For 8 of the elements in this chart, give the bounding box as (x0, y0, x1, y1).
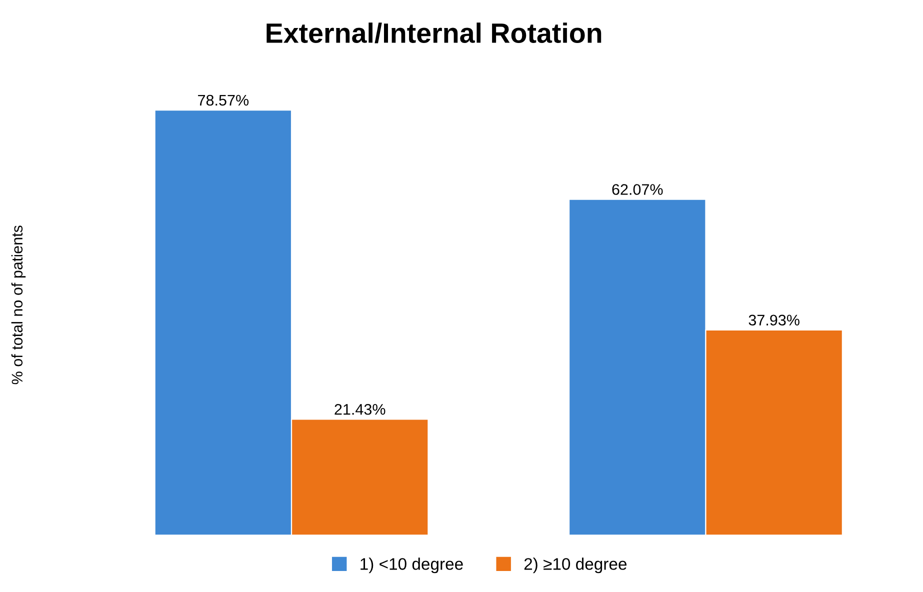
data-label: 62.07% (612, 184, 663, 195)
chart-title: External/Internal Rotation (266, 22, 602, 44)
legend-label: 2) ≥10 degree (524, 558, 627, 574)
data-label: 37.93% (748, 314, 800, 326)
data-label: 78.57% (198, 94, 249, 106)
legend-label: 1) <10 degree (360, 558, 463, 574)
data-label: 21.43% (334, 404, 386, 415)
y-axis-title: % of total no of patients (11, 226, 26, 384)
